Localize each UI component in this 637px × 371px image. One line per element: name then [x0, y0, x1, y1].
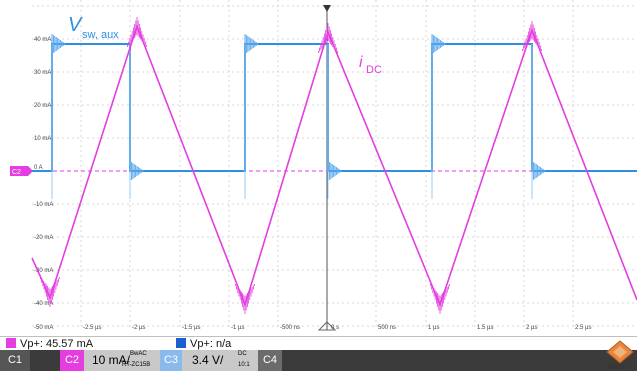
c2-offset-marker[interactable]: C2 [10, 166, 33, 176]
x-tick-label: -1.5 µs [182, 325, 200, 331]
y-tick-label: -40 mA [34, 301, 53, 307]
x-tick-label: -500 ns [280, 325, 300, 331]
c2-scale-value: 10 mA/ [92, 353, 131, 367]
channel-c2-button[interactable]: C2 [60, 350, 84, 371]
channel-c1-label: C1 [7, 354, 23, 366]
y-tick-label: 0 A [34, 165, 43, 171]
y-tick-label: -50 mA [34, 325, 53, 331]
channel-c2-settings[interactable]: 10 mA/ BwAC RT-ZC15B [84, 350, 160, 371]
y-tick-label: -30 mA [34, 268, 53, 274]
channel-c3-label: C3 [163, 354, 179, 366]
c1-ringing-spikes [51, 34, 546, 199]
x-tick-label: 2.5 µs [575, 325, 591, 331]
channel-c4-button[interactable]: C4 [258, 350, 282, 371]
c1-color-chip [176, 338, 186, 348]
menu-label: Menu [607, 362, 628, 371]
grid [32, 0, 637, 330]
i-dc-label: i [359, 54, 363, 71]
channel-bar: C1 C2 10 mA/ BwAC RT-ZC15B C3 3.4 V/ DC … [0, 350, 637, 371]
c3-scale-value: 3.4 V/ [192, 353, 224, 367]
x-tick-label: 0 s [331, 325, 339, 331]
x-tick-label: 1.5 µs [477, 325, 493, 331]
c2-measurement-text: Vp+: 45.57 mA [20, 338, 94, 350]
x-tick-label: -2.5 µs [83, 325, 101, 331]
channel-c4-label: C4 [262, 354, 278, 366]
c2-noise-spikes [40, 17, 542, 314]
c3-coupling: DC [238, 351, 247, 357]
menu-button[interactable]: Menu [605, 340, 635, 371]
y-tick-label: 10 mA [34, 136, 51, 142]
channel-c3-button[interactable]: C3 [160, 350, 182, 371]
channel-c1-button[interactable]: C1 [0, 350, 30, 371]
y-tick-label: 30 mA [34, 70, 51, 76]
rs-logo-icon [606, 340, 634, 364]
i-dc-subscript: DC [366, 64, 382, 76]
c2-color-chip [6, 338, 16, 348]
c2-coupling: BwAC [130, 351, 147, 357]
x-tick-label: -1 µs [231, 325, 244, 331]
x-tick-label: -2 µs [132, 325, 145, 331]
x-tick-label: 1 µs [428, 325, 439, 331]
c2-marker-label: C2 [12, 169, 21, 176]
v-sw-aux-label: V [68, 14, 83, 36]
y-tick-label: -20 mA [34, 235, 53, 241]
y-tick-label: -10 mA [34, 202, 53, 208]
c2-probe: RT-ZC15B [122, 362, 151, 368]
x-tick-label: 2 µs [526, 325, 537, 331]
x-axis-labels: -2.5 µs -2 µs -1.5 µs -1 µs -500 ns 0 s … [83, 325, 591, 331]
measurement-bar: Vp+: 45.57 mA Vp+: n/a [0, 336, 637, 351]
trigger-bottom-marker-icon [317, 321, 337, 331]
c2-dc-current-trace [31, 23, 637, 308]
v-sw-aux-subscript: sw, aux [82, 29, 119, 41]
y-tick-label: 40 mA [34, 37, 51, 43]
y-tick-label: 20 mA [34, 103, 51, 109]
x-tick-label: 500 ns [378, 325, 396, 331]
c2-measurement[interactable]: Vp+: 45.57 mA [6, 337, 93, 351]
c1-measurement-text: Vp+: n/a [190, 338, 232, 350]
trigger-marker-icon[interactable] [323, 5, 331, 12]
channel-c2-label: C2 [64, 354, 80, 366]
waveform-area[interactable]: 40 mA 30 mA 20 mA 10 mA 0 A -10 mA -20 m… [0, 0, 637, 336]
c3-probe: 10:1 [238, 362, 250, 368]
c1-measurement[interactable]: Vp+: n/a [176, 337, 231, 351]
channel-c3-settings[interactable]: 3.4 V/ DC 10:1 [182, 350, 258, 371]
y-axis-labels: 40 mA 30 mA 20 mA 10 mA 0 A -10 mA -20 m… [34, 37, 53, 331]
